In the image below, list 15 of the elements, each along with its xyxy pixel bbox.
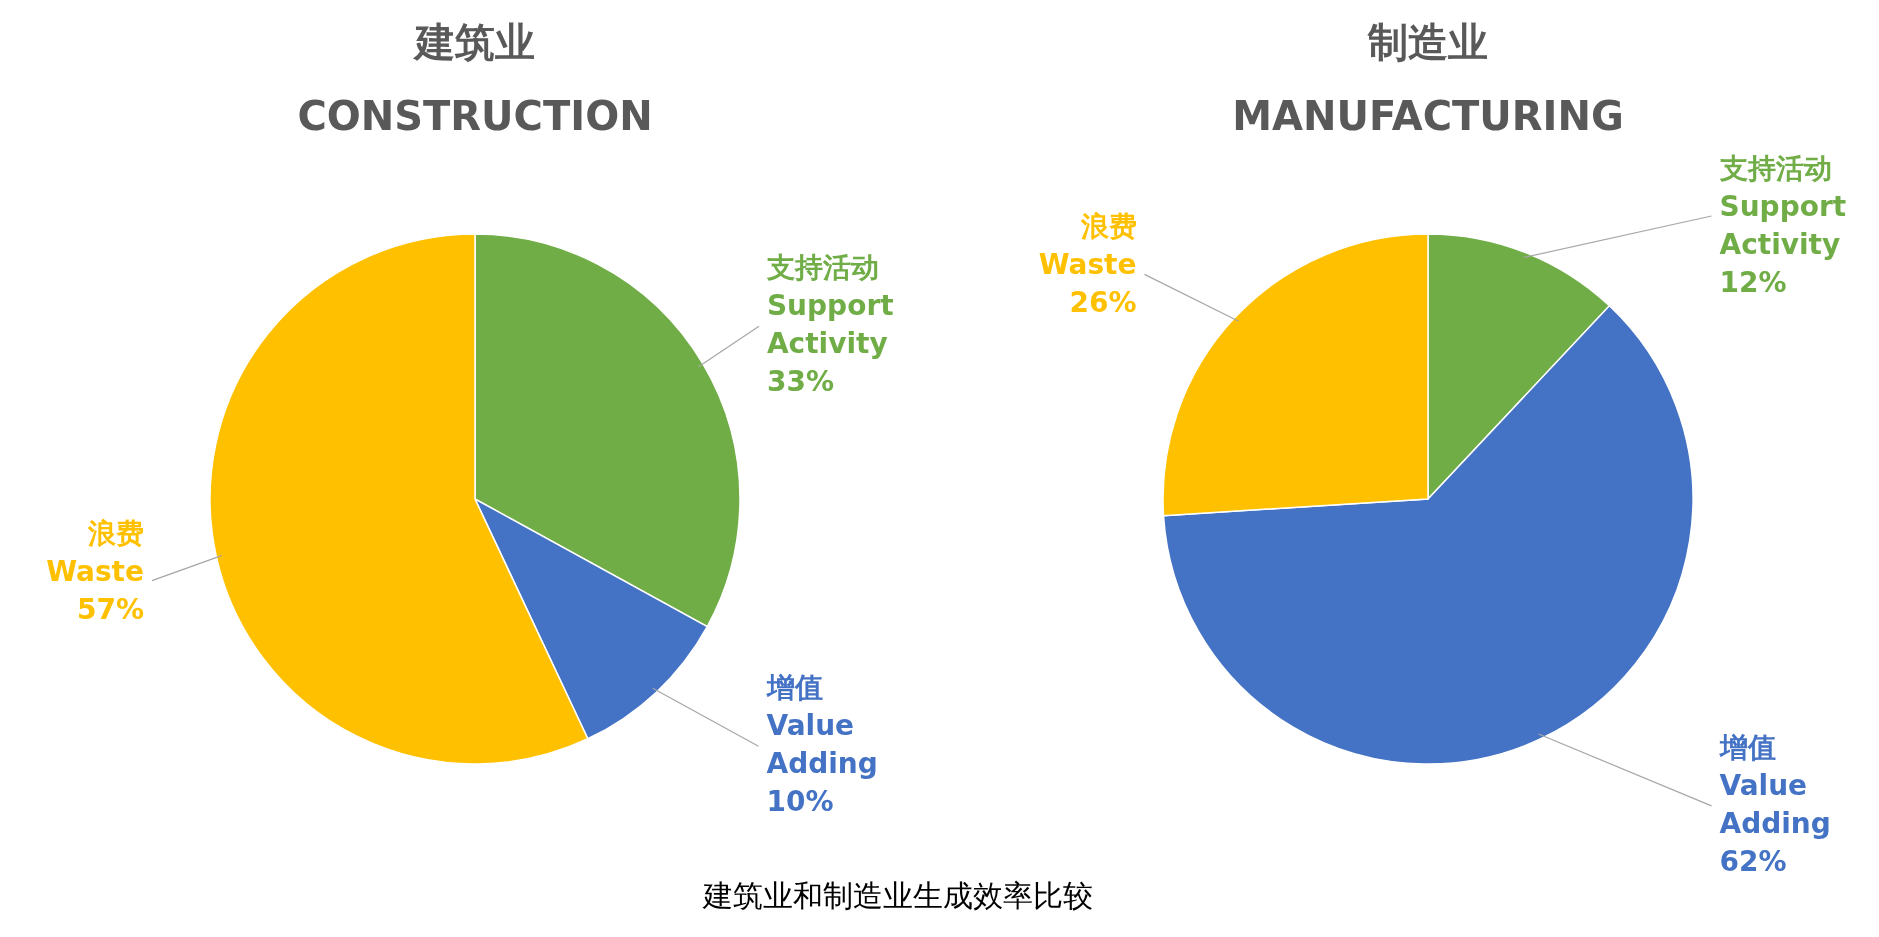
data-label: 12% (1719, 266, 1787, 299)
chart-title: 制造业 MANUFACTURING (1232, 19, 1624, 139)
text: 建筑业和制造业生成效率比较 (702, 878, 1093, 913)
data-label: 10% (766, 784, 834, 818)
data-label: 62% (1719, 844, 1787, 878)
slice-label: 浪费 Waste (1038, 210, 1137, 282)
slice-label: 增值 Value Adding (764, 670, 878, 780)
data-label: 33% (766, 364, 834, 398)
data-label: 26% (1069, 286, 1137, 320)
chart-title: 建筑业 CONSTRUCTION (297, 19, 653, 139)
slice-label: 浪费 Waste (46, 516, 144, 588)
slice-label: 支持活动 Support Activity (765, 250, 894, 360)
data-label: 57% (76, 592, 144, 626)
slice-label: 增值 Value Adding (1717, 730, 1831, 840)
slice-label: 支持活动 Support Activity (1718, 152, 1847, 261)
